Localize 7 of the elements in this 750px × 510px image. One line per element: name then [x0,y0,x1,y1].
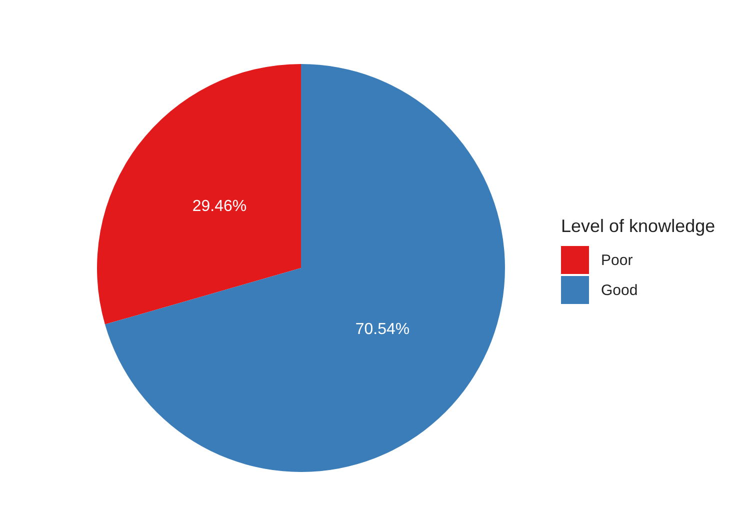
data-label: 29.46% [192,198,247,216]
legend-title: Level of knowledge [561,216,716,237]
data-label: 70.54% [355,320,410,338]
pie-slice [97,64,301,324]
legend-label: Poor [601,252,633,268]
pie-slice [104,64,505,472]
legend-label: Good [601,282,638,298]
